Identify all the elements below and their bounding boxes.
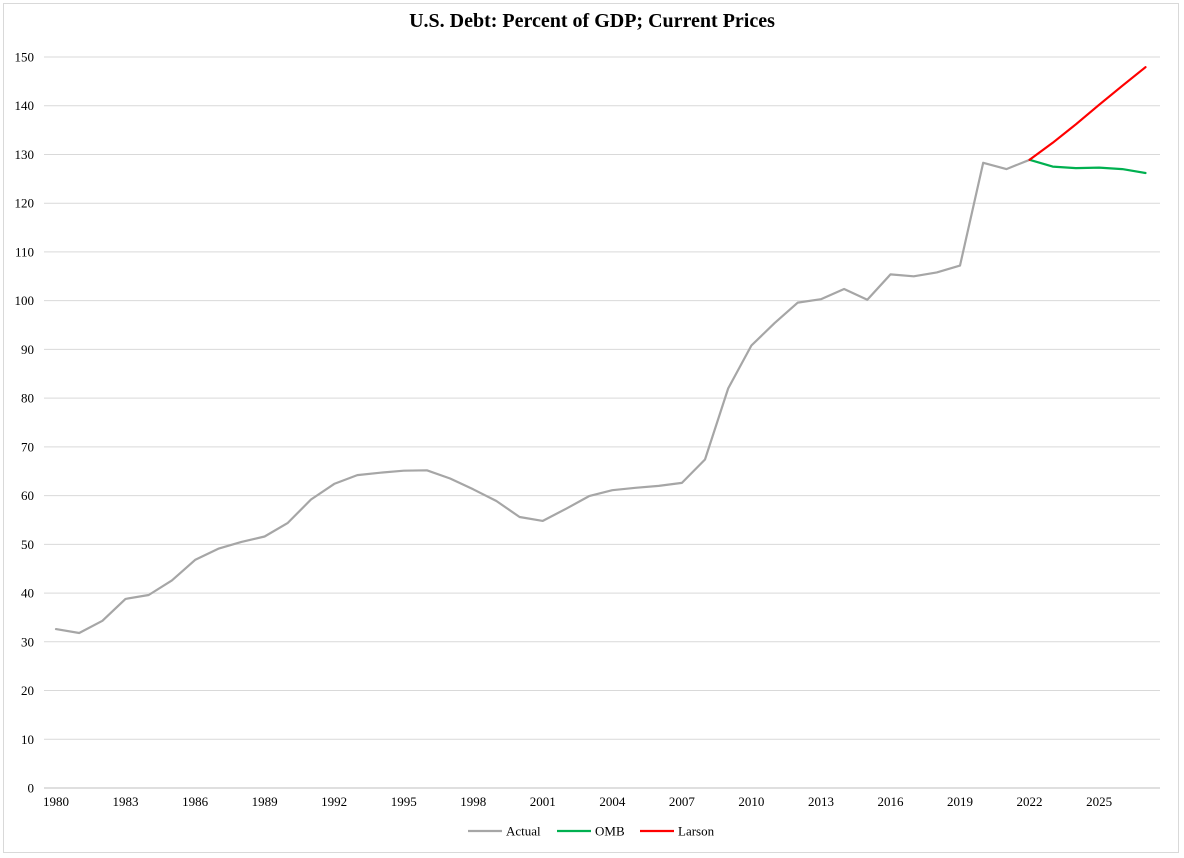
x-tick-label: 2010	[738, 794, 764, 809]
x-tick-label: 2013	[808, 794, 834, 809]
y-tick-label: 110	[15, 244, 34, 259]
y-tick-label: 50	[21, 537, 34, 552]
y-tick-label: 10	[21, 732, 34, 747]
legend-label-omb: OMB	[595, 824, 625, 839]
y-tick-label: 40	[21, 586, 34, 601]
y-tick-label: 90	[21, 342, 34, 357]
x-tick-label: 1998	[460, 794, 486, 809]
y-tick-label: 120	[15, 196, 35, 211]
y-tick-label: 30	[21, 634, 34, 649]
x-tick-label: 2022	[1017, 794, 1043, 809]
series-line-larson	[1028, 66, 1147, 161]
y-axis-ticks: 0 10 20 30 40 50 60 70 80 90 100 110 120 130 140 150	[15, 50, 35, 796]
y-tick-label: 20	[21, 683, 34, 698]
series-line-actual	[54, 158, 1031, 635]
x-tick-label: 1989	[252, 794, 278, 809]
y-tick-label: 0	[28, 781, 35, 796]
legend: Actual OMB Larson	[468, 824, 715, 839]
x-axis: 1980 1983 1986 1989 1992 1995 1998 2001 2004 2007…	[43, 787, 1160, 809]
y-tick-label: 130	[15, 147, 35, 162]
series-lines	[54, 66, 1147, 635]
y-tick-label: 80	[21, 391, 34, 406]
y-tick-label: 140	[15, 98, 35, 113]
y-tick-label: 150	[15, 50, 35, 65]
x-tick-label: 1986	[182, 794, 209, 809]
x-tick-label: 2025	[1086, 794, 1112, 809]
x-tick-label: 1983	[113, 794, 139, 809]
legend-label-actual: Actual	[506, 824, 541, 839]
x-tick-label: 1995	[391, 794, 417, 809]
x-tick-label: 1980	[43, 794, 69, 809]
series-line-omb	[1028, 158, 1147, 175]
y-tick-label: 60	[21, 488, 34, 503]
x-tick-label: 2007	[669, 794, 696, 809]
gridlines	[44, 56, 1160, 740]
chart-title: U.S. Debt: Percent of GDP; Current Price…	[409, 10, 775, 32]
chart-frame	[3, 3, 1179, 853]
x-tick-label: 2001	[530, 794, 556, 809]
legend-label-larson: Larson	[678, 824, 715, 839]
y-tick-label: 100	[15, 293, 35, 308]
x-tick-label: 2019	[947, 794, 973, 809]
x-tick-label: 2016	[877, 794, 904, 809]
x-tick-label: 2004	[599, 794, 626, 809]
y-tick-label: 70	[21, 439, 34, 454]
x-tick-label: 1992	[321, 794, 347, 809]
